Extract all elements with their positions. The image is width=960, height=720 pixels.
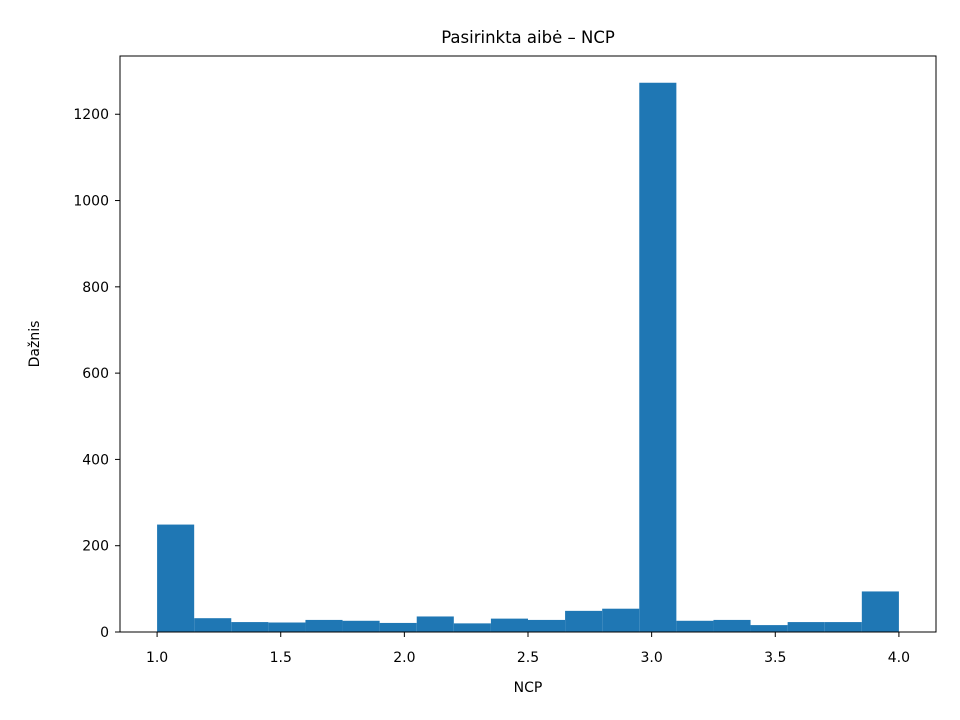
histogram-bar xyxy=(787,622,825,632)
histogram-bar xyxy=(379,622,417,632)
histogram-bar xyxy=(639,82,677,633)
y-tick-label: 400 xyxy=(82,452,109,468)
histogram-bar xyxy=(565,610,603,632)
histogram-bar xyxy=(157,524,195,632)
histogram-bar xyxy=(453,623,491,632)
histogram-bar xyxy=(342,620,380,632)
histogram-bar xyxy=(602,608,640,632)
y-tick-label: 1000 xyxy=(73,194,109,210)
y-axis-ticks: 0 200 400 600 800 1000 1200 xyxy=(73,107,120,641)
x-tick-label: 3.0 xyxy=(641,650,663,666)
x-tick-label: 3.5 xyxy=(764,650,786,666)
chart-title: Pasirinkta aibė – NCP xyxy=(441,28,615,47)
histogram-bar xyxy=(194,618,232,632)
histogram-bar xyxy=(490,618,528,632)
x-tick-label: 2.0 xyxy=(393,650,415,666)
y-tick-label: 0 xyxy=(100,625,109,641)
histogram-bar xyxy=(824,622,862,632)
histogram-bar xyxy=(713,619,751,632)
histogram-bar xyxy=(416,616,454,632)
x-axis-label: NCP xyxy=(514,680,543,696)
x-tick-label: 1.5 xyxy=(270,650,292,666)
x-tick-label: 4.0 xyxy=(888,650,910,666)
histogram-bar xyxy=(268,622,306,632)
histogram-bar xyxy=(861,591,899,632)
histogram-bar xyxy=(305,619,343,632)
x-axis-ticks: 1.0 1.5 2.0 2.5 3.0 3.5 4.0 xyxy=(146,632,910,666)
y-tick-label: 800 xyxy=(82,280,109,296)
bars-group xyxy=(157,82,899,633)
histogram-bar xyxy=(676,620,714,632)
x-tick-label: 2.5 xyxy=(517,650,539,666)
y-tick-label: 1200 xyxy=(73,107,109,123)
y-axis-label: Dažnis xyxy=(27,321,43,368)
y-tick-label: 600 xyxy=(82,366,109,382)
histogram-bar xyxy=(231,622,269,632)
histogram-bar xyxy=(528,619,566,632)
histogram-bar xyxy=(750,625,788,632)
x-tick-label: 1.0 xyxy=(146,650,168,666)
y-tick-label: 200 xyxy=(82,539,109,555)
